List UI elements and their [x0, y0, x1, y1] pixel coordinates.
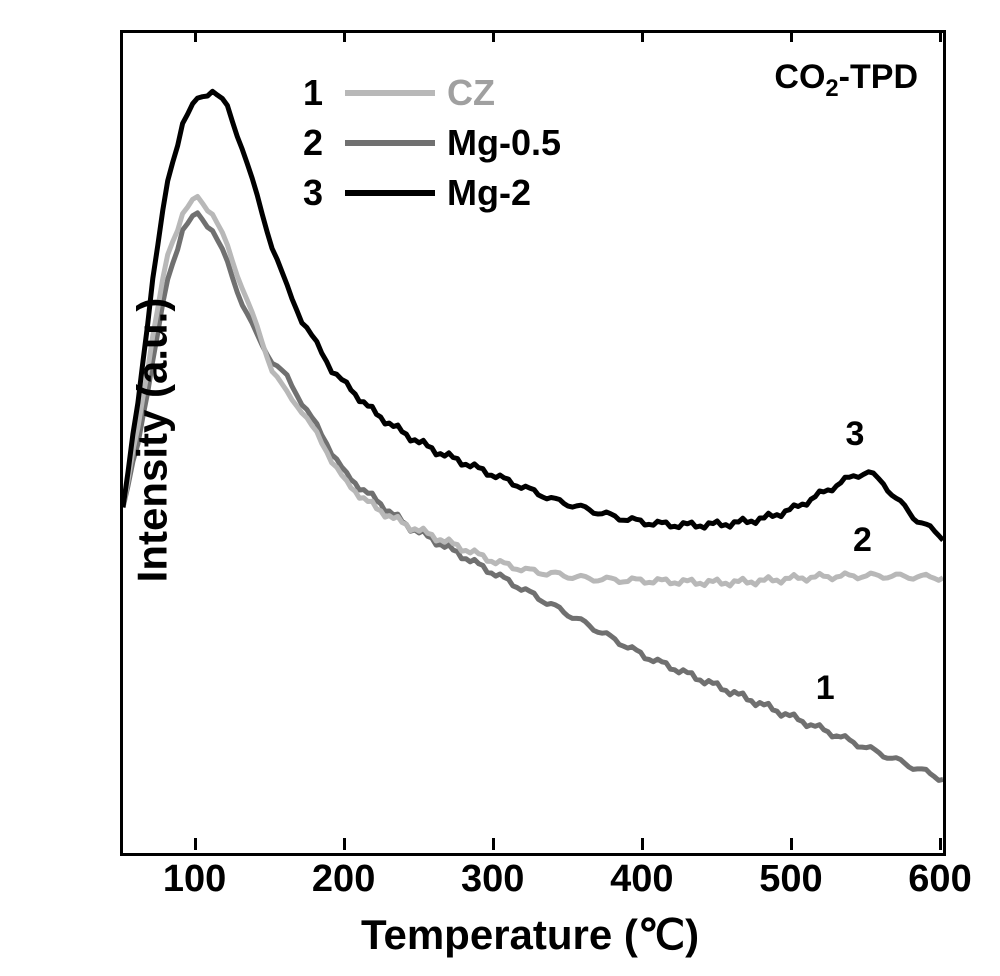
xtick-mark — [790, 838, 793, 850]
xtick-mark — [343, 838, 346, 850]
curve-label: 3 — [846, 415, 865, 454]
curve-2 — [123, 197, 943, 586]
annotation-co2-tpd: CO2-TPD — [774, 58, 918, 103]
legend-line — [345, 140, 435, 146]
xtick-mark — [939, 838, 942, 850]
xtick-mark — [641, 838, 644, 850]
legend-num: 2 — [293, 122, 333, 164]
curve-label: 1 — [816, 669, 835, 708]
xtick-label: 200 — [312, 858, 375, 901]
legend-row: 3 Mg-2 — [293, 168, 561, 218]
xtick-mark — [492, 838, 495, 850]
legend: 1 CZ 2 Mg-0.5 3 Mg-2 — [293, 68, 561, 218]
legend-num: 3 — [293, 172, 333, 214]
xtick-label: 500 — [759, 858, 822, 901]
xtick-mark — [194, 838, 197, 850]
legend-label: Mg-2 — [447, 172, 531, 214]
x-axis-label: Temperature (℃) — [120, 910, 940, 959]
chart-container: 1 CZ 2 Mg-0.5 3 Mg-2 CO2-TPD 1 2 3 100 200 300 400… — [0, 0, 1000, 976]
curve-label: 2 — [853, 521, 872, 560]
xtick-label: 100 — [163, 858, 226, 901]
xtick-mark-top — [343, 30, 346, 42]
legend-num: 1 — [293, 72, 333, 114]
legend-label: Mg-0.5 — [447, 122, 561, 164]
xtick-label: 400 — [610, 858, 673, 901]
y-axis-label: Intensity (a.u.) — [128, 298, 176, 583]
legend-row: 2 Mg-0.5 — [293, 118, 561, 168]
legend-row: 1 CZ — [293, 68, 561, 118]
xtick-mark-top — [790, 30, 793, 42]
xtick-mark-top — [939, 30, 942, 42]
legend-label: CZ — [447, 72, 495, 114]
xtick-label: 300 — [461, 858, 524, 901]
plot-area: 1 CZ 2 Mg-0.5 3 Mg-2 CO2-TPD 1 2 3 — [120, 30, 946, 856]
xtick-mark-top — [194, 30, 197, 42]
legend-line — [345, 90, 435, 96]
xtick-mark-top — [492, 30, 495, 42]
xtick-mark-top — [641, 30, 644, 42]
legend-line — [345, 190, 435, 196]
xtick-label: 600 — [908, 858, 971, 901]
